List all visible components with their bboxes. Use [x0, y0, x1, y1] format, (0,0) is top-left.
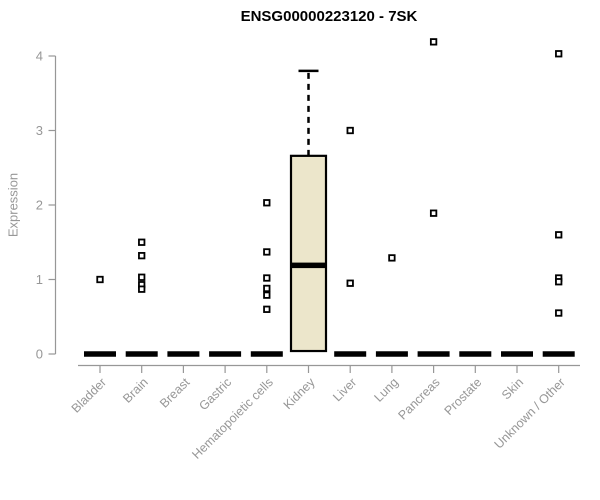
outlier-point	[346, 126, 354, 135]
outlier-point	[555, 50, 563, 58]
x-tick-label: Gastric	[196, 375, 234, 413]
x-tick-label: Hematopoietic cells	[189, 375, 276, 462]
x-tick-label: Pancreas	[395, 375, 442, 422]
outlier-point	[96, 275, 104, 284]
zero-bar	[542, 351, 575, 357]
zero-bar	[501, 351, 533, 357]
y-tick-label: 0	[36, 347, 43, 362]
zero-bar	[209, 351, 242, 357]
x-tick-label: Liver	[330, 375, 359, 404]
outlier-point	[263, 284, 271, 293]
outlier-point	[263, 199, 271, 207]
x-tick-label: Prostate	[442, 375, 485, 418]
zero-bar	[84, 351, 116, 357]
y-axis-title: Expression	[5, 172, 21, 238]
x-tick-label: Kidney	[281, 375, 318, 412]
x-tick-label: Skin	[499, 375, 526, 402]
outlier-point	[138, 285, 146, 293]
x-tick-label: Unknown / Other	[492, 375, 568, 451]
x-tick-label: Breast	[157, 375, 193, 411]
y-tick-label: 3	[36, 123, 43, 138]
zero-bar	[334, 351, 367, 357]
outlier-point	[138, 252, 146, 260]
y-tick-label: 1	[36, 272, 43, 287]
chart-title: ENSG00000223120 - 7SK	[240, 8, 418, 25]
y-tick-label: 4	[36, 49, 43, 64]
zero-bar	[250, 351, 283, 357]
outlier-point	[429, 209, 438, 217]
box	[289, 154, 328, 353]
outlier-point	[138, 273, 146, 281]
outlier-point	[388, 254, 396, 262]
outlier-point	[555, 278, 563, 286]
outlier-point	[346, 279, 354, 287]
x-tick-label: Lung	[371, 375, 401, 405]
outlier-point	[263, 274, 271, 282]
outlier-point	[429, 38, 438, 46]
outlier-point	[555, 309, 563, 317]
outlier-point	[138, 238, 146, 246]
zero-bar	[167, 351, 200, 357]
outlier-point	[555, 231, 563, 239]
median-line	[291, 262, 326, 269]
y-tick-label: 2	[36, 198, 43, 213]
x-tick-label: Brain	[120, 375, 151, 406]
outlier-point	[263, 248, 271, 256]
zero-bar	[125, 351, 158, 357]
outlier-point	[263, 305, 271, 313]
zero-bar	[417, 351, 450, 357]
outlier-point	[263, 291, 271, 299]
zero-bar	[459, 351, 492, 357]
zero-bar	[375, 351, 408, 357]
x-tick-label: Bladder	[69, 375, 109, 415]
